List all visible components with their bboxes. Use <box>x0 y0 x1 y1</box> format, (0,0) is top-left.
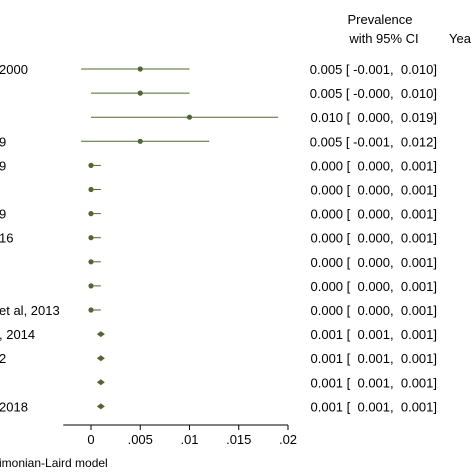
header-with-95ci: with 95% CI <box>348 31 418 46</box>
ci-text-column: 0.005 [ -0.001, 0.010] 0.005 [ -0.000, 0.… <box>310 62 437 414</box>
column-headers: Prevalence with 95% CI Yea <box>347 12 471 46</box>
study-label: et al, 2013 <box>0 303 60 318</box>
study-labels: 2000 9 9 9 16 et al, 2013 , 2014 2 2018 <box>0 62 60 414</box>
x-tick-label: 0 <box>87 432 94 447</box>
x-tick-label: .02 <box>279 432 297 447</box>
estimate-marker <box>96 331 105 338</box>
estimate-marker <box>96 355 105 362</box>
ci-text: 0.000 [ 0.000, 0.001] <box>311 303 438 318</box>
x-tick-label: .005 <box>128 432 153 447</box>
ci-text: 0.000 [ 0.000, 0.001] <box>311 231 438 246</box>
model-footnote: imonian-Laird model <box>0 456 108 470</box>
ci-text: 0.001 [ 0.001, 0.001] <box>311 399 438 414</box>
ci-text: 0.005 [ -0.000, 0.010] <box>310 86 437 101</box>
x-tick-label: .01 <box>180 432 198 447</box>
ci-text: 0.001 [ 0.001, 0.001] <box>311 327 438 342</box>
estimate-marker <box>88 283 94 289</box>
estimate-marker <box>88 307 94 313</box>
ci-text: 0.000 [ 0.000, 0.001] <box>311 158 438 173</box>
header-year: Yea <box>449 31 472 46</box>
ci-text: 0.005 [ -0.001, 0.012] <box>310 134 437 149</box>
study-label: 2 <box>0 351 6 366</box>
study-label: 9 <box>0 134 6 149</box>
estimate-marker <box>88 235 94 241</box>
ci-text: 0.005 [ -0.001, 0.010] <box>310 62 437 77</box>
ci-text: 0.010 [ 0.000, 0.019] <box>311 110 438 125</box>
header-prevalence: Prevalence <box>347 12 412 27</box>
ci-text: 0.001 [ 0.001, 0.001] <box>311 375 438 390</box>
study-label: , 2014 <box>0 327 35 342</box>
estimate-marker <box>137 138 143 144</box>
estimate-marker <box>137 90 143 96</box>
x-tick-label: .015 <box>226 432 251 447</box>
ci-text: 0.000 [ 0.000, 0.001] <box>311 255 438 270</box>
x-axis: 0 .005 .01 .015 .02 <box>63 424 297 447</box>
point-estimates <box>88 66 193 410</box>
ci-text: 0.000 [ 0.000, 0.001] <box>311 183 438 198</box>
study-label: 9 <box>0 207 6 222</box>
study-label: 2018 <box>0 399 28 414</box>
estimate-marker <box>96 403 105 410</box>
confidence-intervals <box>81 68 279 311</box>
study-label: 2000 <box>0 62 28 77</box>
estimate-marker <box>88 186 94 193</box>
estimate-marker <box>88 162 94 168</box>
estimate-marker <box>88 211 94 217</box>
ci-text: 0.001 [ 0.001, 0.001] <box>311 351 438 366</box>
estimate-marker <box>88 259 94 265</box>
ci-text: 0.000 [ 0.000, 0.001] <box>311 279 438 294</box>
estimate-marker <box>186 114 193 120</box>
ci-text: 0.000 [ 0.000, 0.001] <box>311 207 438 222</box>
estimate-marker <box>137 66 143 72</box>
study-label: 9 <box>0 158 6 173</box>
study-label: 16 <box>0 231 13 246</box>
estimate-marker <box>96 379 105 386</box>
